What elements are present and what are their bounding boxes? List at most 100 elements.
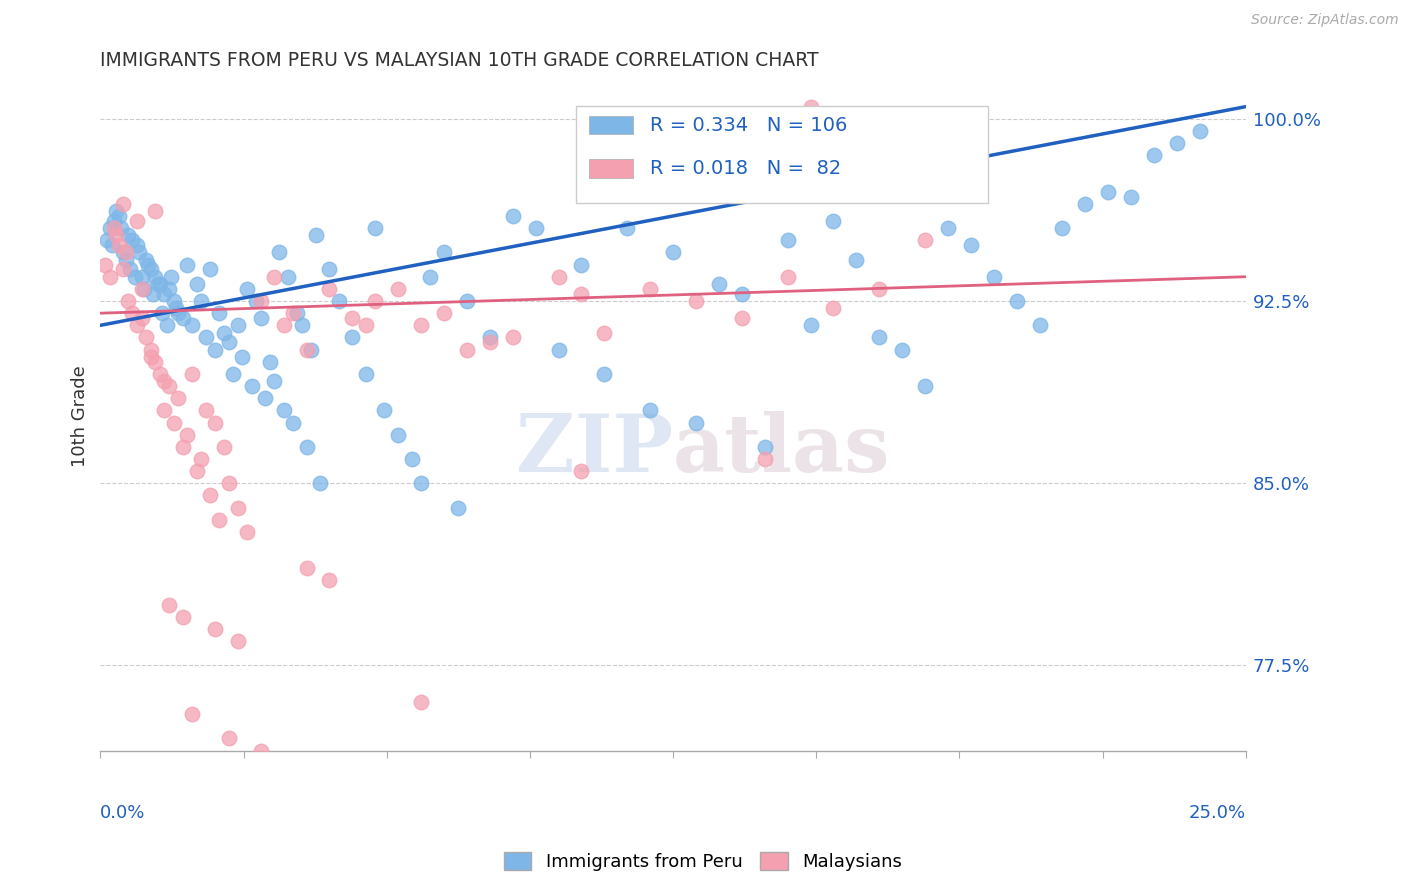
Point (218, 335, 240, 350)
Point (112, 245, 135, 260)
Point (94, 258, 117, 272)
Point (186, 277, 208, 291)
Text: Source: ZipAtlas.com: Source: ZipAtlas.com (1251, 13, 1399, 28)
Point (101, 238, 124, 252)
Point (318, 574, 340, 588)
Point (132, 282, 155, 296)
Text: ZIP: ZIP (516, 411, 673, 489)
Point (281, 306, 304, 320)
Point (226, 634, 249, 648)
Point (1005, 293, 1028, 308)
Point (342, 330, 364, 344)
Point (685, 416, 707, 430)
Point (267, 245, 290, 260)
Point (914, 233, 936, 247)
Point (1052, 221, 1074, 235)
Point (135, 252, 157, 267)
Point (172, 311, 194, 326)
Point (571, 286, 593, 301)
Point (249, 293, 271, 308)
Point (105, 228, 128, 243)
Point (401, 452, 423, 467)
Point (204, 622, 226, 636)
Point (103, 214, 125, 228)
Point (447, 500, 470, 515)
Point (125, 238, 148, 252)
Point (204, 343, 226, 357)
Point (226, 318, 249, 333)
Point (167, 391, 190, 405)
Point (121, 306, 143, 320)
Point (157, 379, 180, 393)
Point (354, 367, 377, 381)
Point (98, 221, 121, 235)
Point (107, 209, 129, 223)
Point (799, 100, 821, 114)
Point (176, 258, 198, 272)
Point (157, 282, 180, 296)
Point (960, 238, 983, 252)
Point (124, 269, 146, 284)
Point (150, 306, 173, 320)
Point (502, 209, 524, 223)
Point (823, 301, 845, 316)
Point (387, 427, 409, 442)
Point (456, 343, 478, 357)
Point (157, 598, 180, 612)
Point (236, 282, 259, 296)
Point (190, 452, 212, 467)
Text: 0.0%: 0.0% (100, 804, 146, 822)
Point (318, 282, 340, 296)
Point (96, 756, 118, 770)
Bar (589, 159, 633, 178)
Point (114, 252, 136, 267)
Point (121, 233, 143, 247)
Point (112, 197, 135, 211)
Point (328, 293, 350, 308)
Point (776, 269, 799, 284)
Point (409, 318, 432, 333)
Point (263, 269, 285, 284)
Point (139, 350, 162, 364)
Point (547, 269, 569, 284)
Point (139, 343, 162, 357)
Point (218, 731, 240, 746)
Point (98, 269, 121, 284)
Point (112, 262, 135, 277)
Point (1188, 124, 1211, 138)
Point (409, 695, 432, 709)
Point (218, 476, 240, 491)
Bar (589, 116, 633, 135)
Point (754, 440, 776, 454)
Point (156, 318, 179, 333)
Point (117, 228, 139, 243)
Point (200, 488, 222, 502)
Point (181, 318, 204, 333)
Legend: Immigrants from Peru, Malaysians: Immigrants from Peru, Malaysians (496, 845, 910, 879)
Point (249, 743, 271, 757)
Point (571, 258, 593, 272)
Text: atlas: atlas (673, 411, 890, 489)
Point (616, 221, 638, 235)
Point (387, 282, 409, 296)
Text: IMMIGRANTS FROM PERU VS MALAYSIAN 10TH GRADE CORRELATION CHART: IMMIGRANTS FROM PERU VS MALAYSIAN 10TH G… (100, 51, 818, 70)
Bar (575, 106, 988, 202)
Point (754, 452, 776, 467)
Point (273, 403, 295, 417)
Point (110, 221, 132, 235)
Point (146, 277, 169, 291)
Point (160, 269, 183, 284)
Point (273, 318, 295, 333)
Point (96, 233, 118, 247)
Point (364, 293, 387, 308)
Point (125, 214, 148, 228)
Point (295, 440, 318, 454)
Point (103, 221, 125, 235)
Point (823, 214, 845, 228)
Point (172, 610, 194, 624)
Point (277, 269, 299, 284)
Point (1166, 136, 1188, 150)
Point (373, 403, 395, 417)
Point (593, 367, 616, 381)
Point (305, 228, 328, 243)
